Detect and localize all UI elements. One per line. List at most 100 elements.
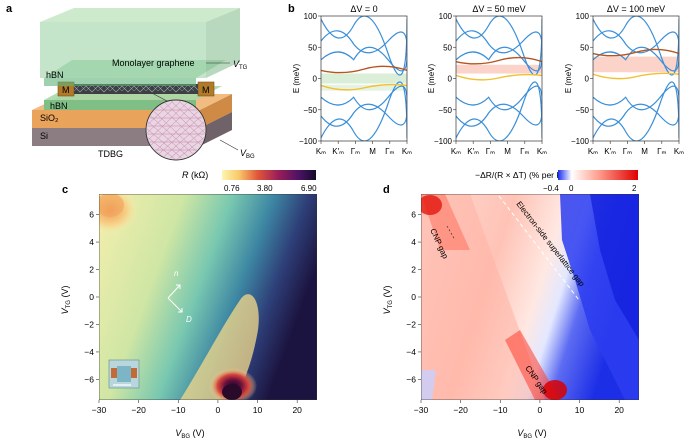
map-xtick-label: 10 [253,405,263,415]
band-ytick-label: −50 [303,106,317,115]
vbg-label: VBG [240,148,255,160]
band-line-3 [456,81,542,141]
band-gap-shading [593,56,679,73]
band-line-2 [321,46,407,72]
band-line-0 [456,16,542,76]
colorbar-d-tick-2: 2 [632,184,637,193]
band-ytick-label: 50 [308,43,317,52]
tdbg-lattice [73,84,199,94]
band-xtick-label: K′ₘ [467,147,479,156]
band-xtick-label: Γₘ [351,147,360,156]
flat-band-lower [593,72,679,80]
band-line-1 [456,30,542,54]
band-ytick-label: 100 [439,12,453,21]
flat-band-upper [593,48,679,57]
n-d-arrows [167,284,183,313]
map-ytick-label: −4 [84,347,94,357]
band-xtick-label: M [504,147,511,156]
colorbar-c-tick-2: 6.90 [301,184,317,193]
map-xtick-label: −30 [414,405,429,415]
colorbar-d [558,170,638,180]
ylabel-c: VTG (V) [60,286,72,315]
panel-b-letter: b [288,3,295,15]
panel-d: d −ΔR/(R × ΔT) (% per K) −0.4 0 2 CNP ga… [382,170,639,440]
band-xtick-label: Kₘ [402,147,412,156]
band-line-4 [593,103,679,127]
band-ytick-label: 50 [443,43,452,52]
band-subplot-1 [456,16,542,141]
band-line-1 [321,30,407,54]
band-xtick-label: Kₘ [451,147,461,156]
hbn-top-label: hBN [46,70,64,80]
map-ytick-label: −4 [406,347,416,357]
colorbar-c-tick-1: 3.80 [257,184,273,193]
band-xtick-label: M [641,147,648,156]
colorbar-d-title: −ΔR/(R × ΔT) (% per K) [475,170,565,180]
metal-left-label: M [62,85,70,95]
sio2-side [200,94,232,128]
map-ytick-label: 6 [89,210,94,220]
band-ytick-label: 100 [304,12,318,21]
band-subplot-2 [593,16,679,141]
arrow-d-label: D [186,315,192,324]
superlattice-dashed-line [498,195,580,301]
band-xtick-label: Γₘ [385,147,394,156]
band-line-5 [321,85,407,111]
cnp-dashed-line [446,225,456,241]
graphene-label: Monolayer graphene [112,58,195,68]
band-structures: Kₘ K′ₘ Γₘ M Γₘ Kₘ ΔV = 0 100 50 0 −50 −100 E (meV) Kₘ… [292,4,684,156]
band-ytick-label: −100 [571,137,590,146]
device-inset [108,359,140,389]
map-xtick-label: 20 [614,405,624,415]
band-ytick-label: −100 [434,137,453,146]
band-gap-shading [456,64,542,74]
map-xtick-label: −10 [171,405,186,415]
panel-d-letter: d [383,184,390,196]
band-line-2 [593,46,679,72]
colorbar-d-tick-0: −0.4 [543,184,559,193]
map-xtick-label: −20 [453,405,468,415]
band-ytick-label: −100 [299,137,318,146]
map-ytick-label: 0 [89,292,94,302]
band-title-1: ΔV = 50 meV [472,4,525,14]
sio2-label: SiO₂ [40,113,59,123]
map-ytick-label: −6 [406,374,416,384]
hbn-top-front [44,78,196,86]
ylabel-d: VTG (V) [382,286,394,315]
colorbar-d-tick-1: 0 [569,184,574,193]
xlabel-d: VBG (V) [517,428,546,440]
top-gate-front [40,22,206,78]
band-xtick-label: Kₘ [537,147,547,156]
band-xtick-label: Kₘ [674,147,684,156]
moire-pattern [147,101,205,159]
moire-zoom-circle [145,99,207,161]
tdbg-label: TDBG [98,149,123,159]
band-ytick-label: 50 [580,43,589,52]
band-xtick-label: K′ₘ [332,147,344,156]
flat-band-upper [321,65,407,74]
band-line-4 [456,103,542,127]
map-ytick-label: 6 [411,210,416,220]
xlabel-c: VBG (V) [175,428,204,440]
band-line-0 [593,16,679,76]
band-line-1 [593,30,679,54]
band-xtick-label: Γₘ [520,147,529,156]
map-ytick-label: 4 [411,237,416,247]
map-ytick-label: 4 [89,237,94,247]
map-ytick-label: 2 [411,265,416,275]
resistance-map [99,194,317,400]
band-title-0: ΔV = 0 [350,4,377,14]
band-title-2: ΔV = 100 meV [607,4,665,14]
panel-b: b Kₘ K′ₘ Γₘ M Γₘ Kₘ ΔV = 0 100 50 0 −50 −100 E (meV)… [288,3,684,156]
band-line-5 [593,85,679,111]
map-ytick-label: −6 [84,374,94,384]
panel-c: c R (kΩ) 0.76 3.80 6.90 [60,170,317,440]
panel-a: a [6,3,255,161]
band-ytick-label: 0 [313,75,318,84]
metal-right-label: M [202,85,210,95]
map-xtick-label: −30 [92,405,107,415]
band-ylabel: E (meV) [292,64,301,94]
map-xtick-label: 0 [216,405,221,415]
